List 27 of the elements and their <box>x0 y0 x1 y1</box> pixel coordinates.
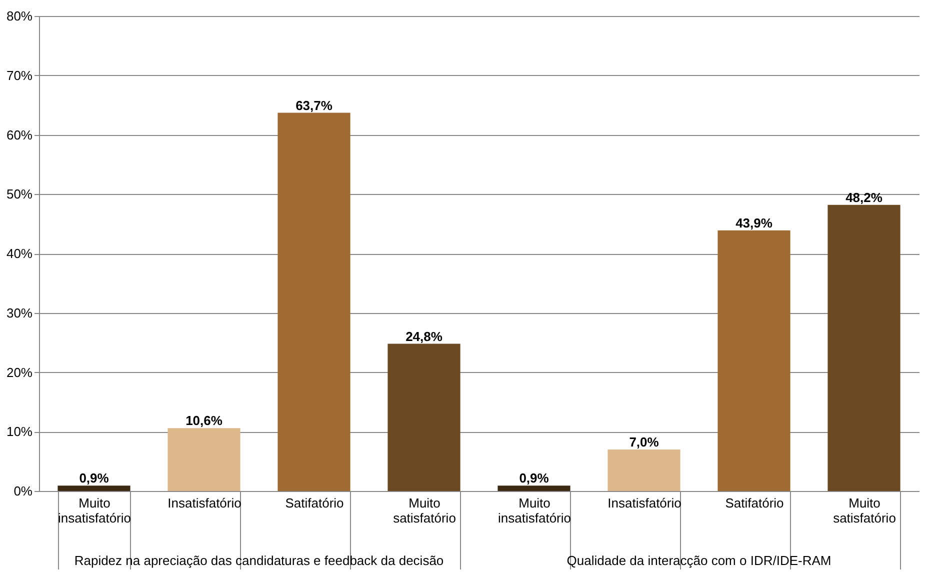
data-label: 63,7% <box>296 98 333 113</box>
y-tick-label: 0% <box>14 484 33 498</box>
x-tick-label: Insatisfatório <box>608 496 682 510</box>
x-tick-label: Satifatório <box>725 496 784 510</box>
data-label: 43,9% <box>736 215 773 230</box>
text: Qualidade da interacção com o IDR/IDE-RAM <box>566 553 832 568</box>
text: Rapidez na apreciação das candidaturas e feedback da decisão <box>74 553 444 568</box>
x-tick-label: Satifatório <box>285 496 344 510</box>
data-label: 0,9% <box>519 470 550 486</box>
data-label: 24,8% <box>406 328 443 344</box>
x-tick-label: Muito satisfatório <box>833 496 896 526</box>
x-tick-label: Muito insatisfatório <box>58 496 131 526</box>
data-label: 0,9% <box>79 470 110 486</box>
x-tick-label: Insatisfatório <box>168 496 242 510</box>
y-tick-label: 50% <box>6 186 33 202</box>
x-tick-label: Muito insatisfatório <box>498 496 571 526</box>
y-tick-label: 70% <box>6 68 33 83</box>
y-tick-label: 30% <box>6 305 33 320</box>
data-label: 7,0% <box>629 434 660 450</box>
y-tick-label: 80% <box>6 8 33 24</box>
y-tick-label: 20% <box>6 364 33 380</box>
data-label: 48,2% <box>846 190 883 205</box>
y-tick-label: 40% <box>6 246 33 261</box>
y-tick-label: 60% <box>6 127 33 142</box>
y-tick-label: 10% <box>6 424 33 440</box>
data-label: 10,6% <box>186 413 223 428</box>
x-tick-label: Muito satisfatório <box>393 496 456 526</box>
